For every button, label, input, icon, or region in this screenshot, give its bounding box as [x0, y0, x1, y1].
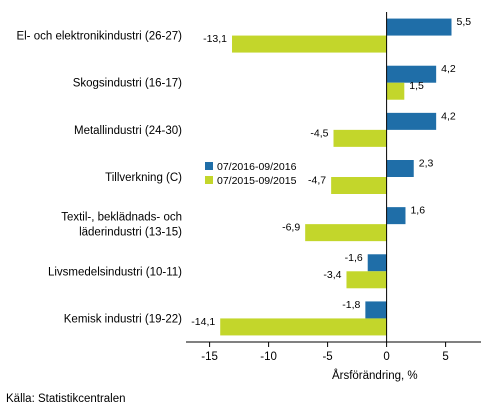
category-label: Metallindustri (24-30) — [74, 125, 182, 137]
bar-series-2015 — [305, 224, 387, 242]
x-tick-label: 0 — [383, 351, 389, 363]
bar-series-2015 — [333, 129, 387, 147]
bar-series-2015 — [232, 35, 387, 53]
category-label: Tillverkning (C) — [105, 172, 182, 184]
category-label: El- och elektronikindustri (26-27) — [16, 31, 182, 43]
data-label: -1,8 — [342, 299, 360, 311]
data-label: -4,5 — [310, 127, 328, 139]
x-axis: -15 -10 -5 0 5 Årsförändring, % — [186, 12, 481, 382]
x-tick-label: -5 — [322, 351, 332, 363]
data-label: -14,1 — [191, 316, 215, 328]
x-tick-label: -15 — [201, 351, 218, 363]
data-label: 4,2 — [441, 63, 456, 75]
data-label: -13,1 — [203, 33, 227, 45]
category-label: Textil-, beklädnads- och — [61, 212, 182, 224]
bar-series-2016 — [367, 254, 387, 272]
data-label: 1,5 — [409, 80, 424, 92]
legend-label: 07/2016-09/2016 — [217, 161, 297, 173]
bar-series-2016 — [386, 18, 452, 36]
x-axis-title: Årsförändring, % — [332, 369, 418, 382]
legend-label: 07/2015-09/2015 — [217, 175, 297, 187]
data-label: 1,6 — [410, 205, 425, 217]
labels-layer: El- och elektronikindustri (26-27) 5,5 -13… — [16, 16, 471, 328]
data-label: 2,3 — [419, 158, 434, 170]
bar-series-2015 — [386, 82, 405, 100]
bars-layer — [220, 18, 452, 336]
bar-series-2016 — [365, 301, 387, 319]
legend: 07/2016-09/2016 07/2015-09/2015 — [205, 161, 297, 187]
category-label: läderindustri (13-15) — [79, 227, 182, 239]
bar-series-2016 — [386, 160, 414, 177]
data-label: -1,6 — [345, 252, 363, 264]
legend-swatch — [205, 162, 213, 170]
category-label: Livsmedelsindustri (10-11) — [48, 266, 182, 278]
data-label: -4,7 — [308, 175, 326, 187]
x-tick-label: 5 — [442, 351, 448, 363]
source-note: Källa: Statistikcentralen — [6, 393, 126, 405]
bar-series-2015 — [346, 271, 387, 289]
category-label: Kemisk industri (19-22) — [64, 313, 182, 325]
bar-series-2015 — [220, 318, 387, 336]
data-label: -3,4 — [323, 269, 341, 281]
bar-series-2016 — [386, 207, 406, 225]
bar-series-2015 — [331, 177, 387, 194]
bar-series-2016 — [386, 65, 437, 83]
data-label: -6,9 — [282, 222, 300, 234]
bar-series-2016 — [386, 112, 437, 130]
data-label: 5,5 — [457, 16, 472, 28]
data-label: 4,2 — [441, 110, 456, 122]
x-tick-label: -10 — [260, 351, 277, 363]
category-label: Skogsindustri (16-17) — [73, 78, 182, 90]
legend-swatch — [205, 176, 213, 184]
